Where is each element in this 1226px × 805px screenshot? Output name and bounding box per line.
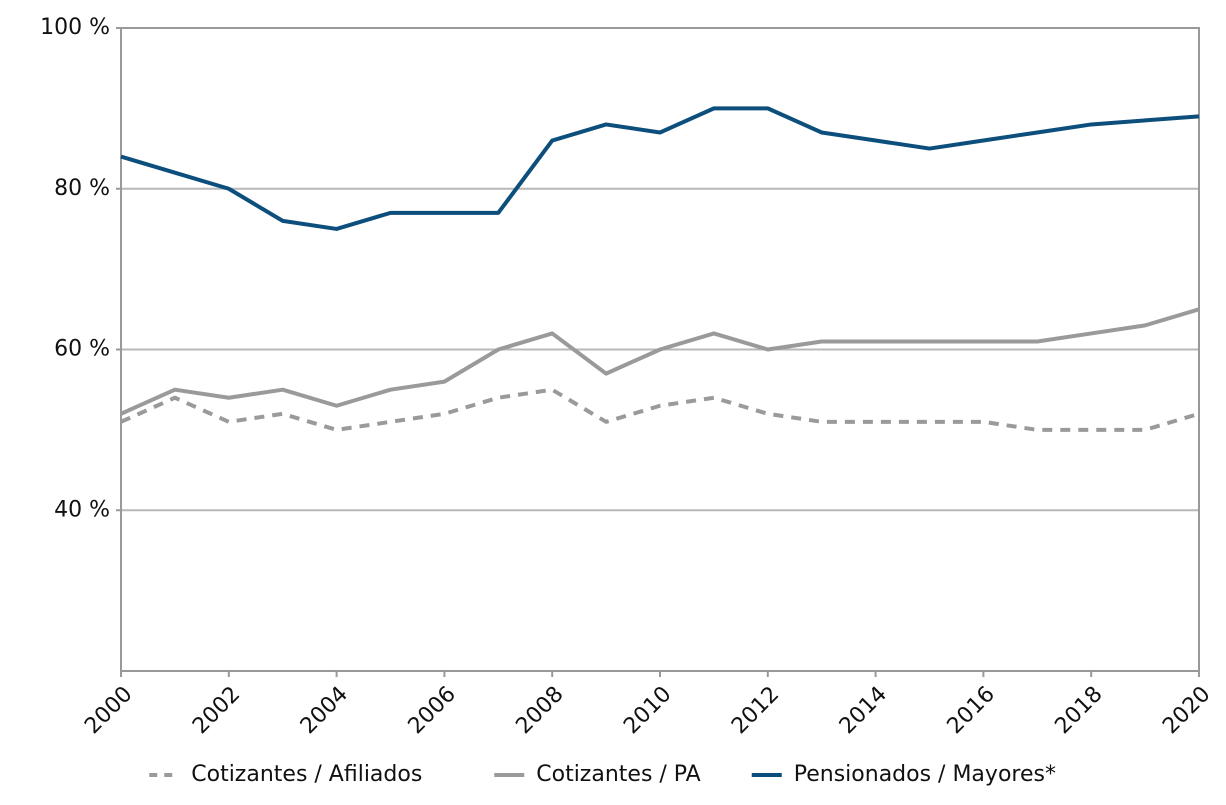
x-tick-label: 2020 [1158, 682, 1215, 739]
x-tick-label: 2002 [188, 682, 245, 739]
series-line [120, 106, 1200, 231]
x-tick-label: 2008 [511, 682, 568, 739]
legend-label: Cotizantes / PA [536, 762, 700, 787]
y-tick-label: 40 % [54, 497, 110, 522]
legend-label: Cotizantes / Afiliados [191, 762, 422, 787]
x-tick-label: 2012 [727, 682, 784, 739]
x-tick-label: 2000 [80, 682, 137, 739]
y-tick-label: 60 % [54, 337, 110, 362]
legend-label: Pensionados / Mayores* [794, 762, 1056, 787]
series-line [120, 387, 1200, 432]
y-tick-label: 80 % [54, 176, 110, 201]
x-tick-label: 2016 [943, 682, 1000, 739]
y-tick-label: 100 % [40, 15, 110, 40]
series-line [120, 307, 1200, 416]
x-tick-label: 2010 [619, 682, 676, 739]
x-tick-label: 2018 [1050, 682, 1107, 739]
x-tick-label: 2006 [404, 682, 461, 739]
x-tick-label: 2014 [835, 682, 892, 739]
x-tick-label: 2004 [296, 682, 353, 739]
